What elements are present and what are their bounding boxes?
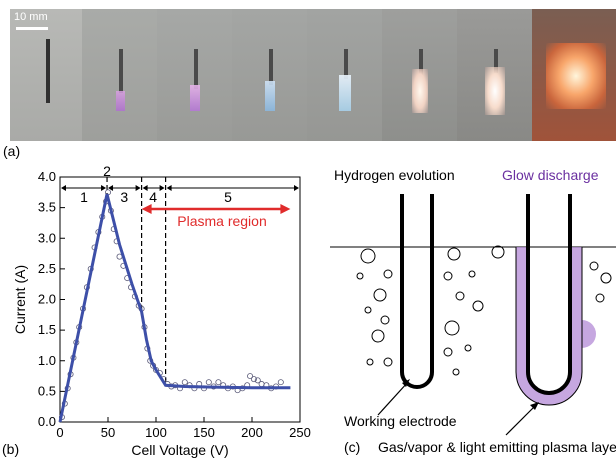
region-arrowhead: [166, 185, 172, 191]
data-point: [247, 373, 254, 380]
y-tick-label: 4.0: [38, 169, 56, 184]
plasma-region-arrowhead-left: [141, 204, 152, 214]
x-tick-label: 200: [241, 425, 263, 440]
photo-strip: 10 mm: [10, 9, 616, 141]
panel-a-label: (a): [3, 143, 21, 159]
y-tick-label: 1.5: [38, 322, 56, 337]
photo-frame-2: [82, 9, 157, 141]
annotation-working-electrode: Working electrode: [344, 413, 457, 429]
photo-frame-8: [532, 9, 616, 141]
plasma-layer-arrowhead: [530, 402, 539, 410]
y-tick-label: 2.0: [38, 292, 56, 307]
electrode-schematic: Hydrogen evolution Glow discharge Wor: [330, 167, 616, 455]
photo-frame-7: [457, 9, 532, 141]
x-tick-label: 150: [193, 425, 215, 440]
scale-bar: [16, 27, 48, 30]
heading-glow-discharge: Glow discharge: [502, 167, 599, 183]
data-point: [258, 381, 265, 388]
electrode-rod: [119, 49, 123, 93]
region-label-4: 4: [149, 189, 157, 205]
plasma-glow: [412, 69, 428, 113]
x-tick-label: 250: [289, 425, 311, 440]
plasma-outline: [515, 247, 583, 406]
y-tick-label: 1.0: [38, 353, 56, 368]
fit-line: [58, 193, 291, 423]
photo-frame-5: [307, 9, 382, 141]
region-arrowhead: [159, 185, 165, 191]
plasma-glow: [265, 81, 275, 111]
region-label-2: 2: [103, 163, 111, 179]
y-tick-label: 3.0: [38, 230, 56, 245]
y-tick-label: 3.5: [38, 200, 56, 215]
glow-electrode: [526, 194, 572, 395]
plasma-glow: [116, 91, 125, 111]
working-electrode-arrowhead: [402, 379, 410, 387]
plasma-layer: [516, 247, 582, 405]
electrode-rod: [46, 39, 50, 103]
plasma-layer-arrow: [505, 404, 537, 436]
photo-frame-4: [232, 9, 307, 141]
x-tick-label: 100: [145, 425, 167, 440]
plasma-glow: [485, 67, 505, 115]
working-electrode: [400, 194, 434, 389]
data-point: [205, 379, 212, 386]
data-point: [277, 379, 284, 386]
heading-hydrogen-evolution: Hydrogen evolution: [334, 167, 455, 183]
data-point: [250, 376, 257, 383]
data-point: [215, 379, 222, 386]
y-tick-label: 2.5: [38, 261, 56, 276]
working-electrode-arrow: [377, 381, 409, 416]
electrode-rod: [194, 49, 198, 89]
data-point: [181, 379, 188, 386]
y-tick-label: 0.5: [38, 383, 56, 398]
region-arrowhead: [294, 185, 299, 191]
plasma-bulge: [582, 320, 596, 348]
region-arrowhead: [135, 185, 141, 191]
region-label-5: 5: [224, 189, 232, 205]
region-arrowhead: [61, 185, 66, 191]
electrode-rod: [269, 49, 273, 85]
region-label-3: 3: [120, 189, 128, 205]
current-voltage-chart: 0 50 100 150 200 250 0.0 0.5 1.0 1.5 2.0 2.5 3.0 3.5 4…: [12, 163, 311, 458]
x-tick-label: 50: [101, 425, 115, 440]
region-label-1: 1: [80, 189, 88, 205]
scale-bar-label: 10 mm: [14, 11, 48, 23]
y-tick-label: 0.0: [38, 414, 56, 429]
electrode-rod: [344, 49, 348, 79]
plasma-region-label: Plasma region: [177, 213, 267, 229]
electrode-rod: [494, 49, 498, 73]
electrode-rod: [419, 49, 423, 75]
photo-frame-3: [157, 9, 232, 141]
x-tick-label: 0: [56, 425, 63, 440]
plasma-glow: [546, 43, 606, 109]
region-arrowhead: [108, 185, 114, 191]
photo-frame-1: 10 mm: [10, 9, 82, 141]
y-axis-label: Current (A): [12, 265, 28, 334]
region-arrowhead: [101, 185, 107, 191]
annotation-plasma-layer: Gas/vapor & light emitting plasma layer: [378, 439, 616, 455]
panel-b-label: (b): [2, 441, 20, 457]
plasma-region-arrowhead-right: [280, 204, 291, 214]
data-point: [254, 377, 261, 384]
plasma-glow: [339, 75, 351, 111]
plasma-glow: [190, 85, 200, 111]
hydrogen-bubbles: [356, 245, 612, 376]
region-arrowhead: [142, 185, 148, 191]
panel-c-label: (c): [344, 439, 360, 455]
x-axis-label: Cell Voltage (V): [131, 442, 228, 458]
photo-frame-6: [382, 9, 457, 141]
